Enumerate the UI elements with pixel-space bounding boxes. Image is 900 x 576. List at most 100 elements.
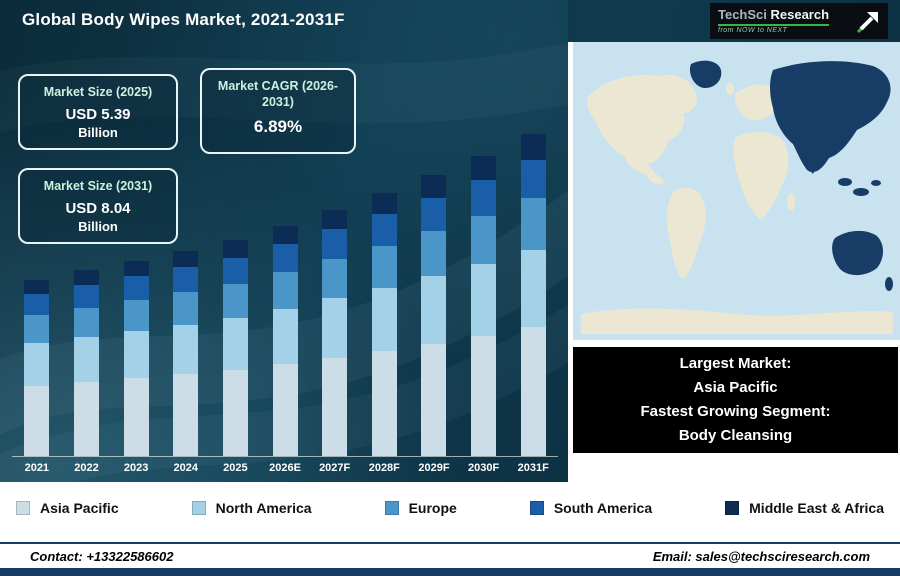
stat-card-label: Market Size (2025) bbox=[43, 85, 153, 99]
legend-label: South America bbox=[553, 500, 653, 516]
bar-segment bbox=[520, 134, 546, 161]
bar-segment bbox=[471, 263, 497, 336]
stacked-bar-2024 bbox=[173, 250, 199, 456]
bar-segment bbox=[421, 343, 447, 456]
bar-column bbox=[211, 116, 261, 456]
stacked-bar-chart: 2021 2022 2023 2024 2025 2026E 2027F 2028F 2029F… bbox=[12, 116, 558, 478]
bar-segment bbox=[222, 257, 248, 284]
stat-card-label: Market CAGR (2026-2031) bbox=[217, 79, 339, 109]
bar-segment bbox=[73, 307, 99, 338]
bar-segment bbox=[471, 179, 497, 216]
chart-baseline bbox=[12, 456, 558, 457]
bar-segment bbox=[371, 245, 397, 288]
bar-segment bbox=[520, 160, 546, 199]
stacked-bar-2030F bbox=[471, 155, 497, 456]
stat-card-market-size-2031: Market Size (2031) USD 8.04 Billion bbox=[18, 168, 178, 244]
legend-swatch bbox=[529, 501, 544, 515]
bar-column bbox=[111, 116, 161, 456]
stat-card-value: USD 8.04 bbox=[65, 199, 131, 217]
bar-segment bbox=[322, 229, 348, 259]
bar-segment bbox=[222, 318, 248, 370]
bar-segment bbox=[421, 276, 447, 344]
bar-segment bbox=[421, 231, 447, 277]
stacked-bar-2031F bbox=[520, 134, 546, 456]
bar-column bbox=[359, 116, 409, 456]
bar-segment bbox=[520, 327, 546, 456]
brand-accent-rule bbox=[718, 23, 830, 26]
bar-segment bbox=[24, 343, 50, 386]
legend-swatch bbox=[16, 501, 30, 515]
bar-segment bbox=[371, 350, 397, 456]
legend-label: Middle East & Africa bbox=[749, 500, 884, 516]
bar-segment bbox=[24, 294, 50, 316]
stacked-bar-2022 bbox=[73, 270, 99, 456]
bar-segment bbox=[371, 214, 397, 246]
bar-segment bbox=[24, 280, 50, 295]
bar-segment bbox=[173, 267, 199, 293]
bar-segment bbox=[272, 308, 298, 364]
stacked-bar-2027F bbox=[322, 209, 348, 456]
legend-swatch bbox=[191, 501, 206, 515]
bar-segment bbox=[123, 300, 149, 332]
stacked-bar-2023 bbox=[123, 260, 149, 456]
highlight-line: Asia Pacific bbox=[693, 379, 778, 396]
brand-name-primary: TechSci bbox=[718, 6, 767, 22]
bar-segment bbox=[322, 298, 348, 358]
highlight-box: Largest Market: Asia Pacific Fastest Gro… bbox=[573, 347, 898, 453]
chart-legend: Asia Pacific North America Europe South Ame… bbox=[0, 500, 900, 516]
bar-segment bbox=[173, 292, 199, 325]
bar-segment bbox=[272, 272, 298, 309]
world-map bbox=[573, 42, 900, 340]
x-axis-label: 2025 bbox=[223, 462, 248, 474]
stat-card-value: 6.89% bbox=[253, 117, 303, 137]
bar-column bbox=[12, 116, 62, 456]
bar-segment bbox=[123, 276, 149, 301]
stat-card-value: USD 5.39 bbox=[65, 105, 131, 123]
x-axis-label: 2028F bbox=[368, 462, 400, 474]
x-axis-label: 2031F bbox=[517, 462, 549, 474]
stat-card-unit: Billion bbox=[78, 124, 118, 140]
stacked-bar-2021 bbox=[24, 280, 50, 456]
bar-segment bbox=[123, 331, 149, 378]
bar-column bbox=[62, 116, 112, 456]
stacked-bar-2029F bbox=[421, 175, 447, 456]
contact-phone: Contact: +13322586602 bbox=[30, 548, 174, 564]
bar-segment bbox=[322, 357, 348, 456]
x-axis-label: 2027F bbox=[319, 462, 351, 474]
bar-segment bbox=[73, 381, 99, 456]
bar-segment bbox=[173, 374, 199, 456]
bar-column bbox=[260, 116, 310, 456]
bar-segment bbox=[471, 335, 497, 456]
stacked-bar-2028F bbox=[371, 192, 397, 456]
bar-segment bbox=[272, 244, 298, 273]
stat-card-label: Market Size (2031) bbox=[43, 179, 153, 193]
bar-segment bbox=[222, 240, 248, 258]
brand-name: TechSci Research bbox=[718, 6, 829, 22]
bar-column bbox=[459, 116, 509, 456]
bar-segment bbox=[73, 337, 99, 382]
bar-column bbox=[310, 116, 360, 456]
bar-segment bbox=[421, 175, 447, 198]
legend-swatch bbox=[725, 501, 740, 515]
x-axis-label: 2026E bbox=[269, 462, 301, 474]
legend-label: Asia Pacific bbox=[40, 500, 119, 516]
bar-segment bbox=[520, 198, 546, 251]
stacked-bar-2026E bbox=[272, 226, 298, 456]
bar-segment bbox=[272, 226, 298, 245]
bar-segment bbox=[173, 324, 199, 374]
legend-label: Europe bbox=[408, 500, 457, 516]
x-axis-label: 2023 bbox=[123, 462, 149, 474]
contact-email: Email: sales@techsciresearch.com bbox=[652, 548, 870, 564]
legend-item: Middle East & Africa bbox=[725, 500, 884, 516]
highlight-line: Body Cleansing bbox=[678, 427, 793, 444]
x-axis-label: 2021 bbox=[24, 462, 50, 474]
stat-card-market-size-2025: Market Size (2025) USD 5.39 Billion bbox=[18, 74, 178, 150]
legend-item: Europe bbox=[384, 500, 457, 516]
bar-column bbox=[508, 116, 558, 456]
legend-label: North America bbox=[215, 500, 312, 516]
bar-segment bbox=[123, 378, 149, 456]
bar-segment bbox=[73, 270, 99, 286]
arrow-up-right-icon bbox=[856, 12, 878, 34]
brand-logo: TechSci Research from NOW to NEXT bbox=[710, 3, 888, 39]
page-title: Global Body Wipes Market, 2021-2031F bbox=[22, 10, 345, 29]
